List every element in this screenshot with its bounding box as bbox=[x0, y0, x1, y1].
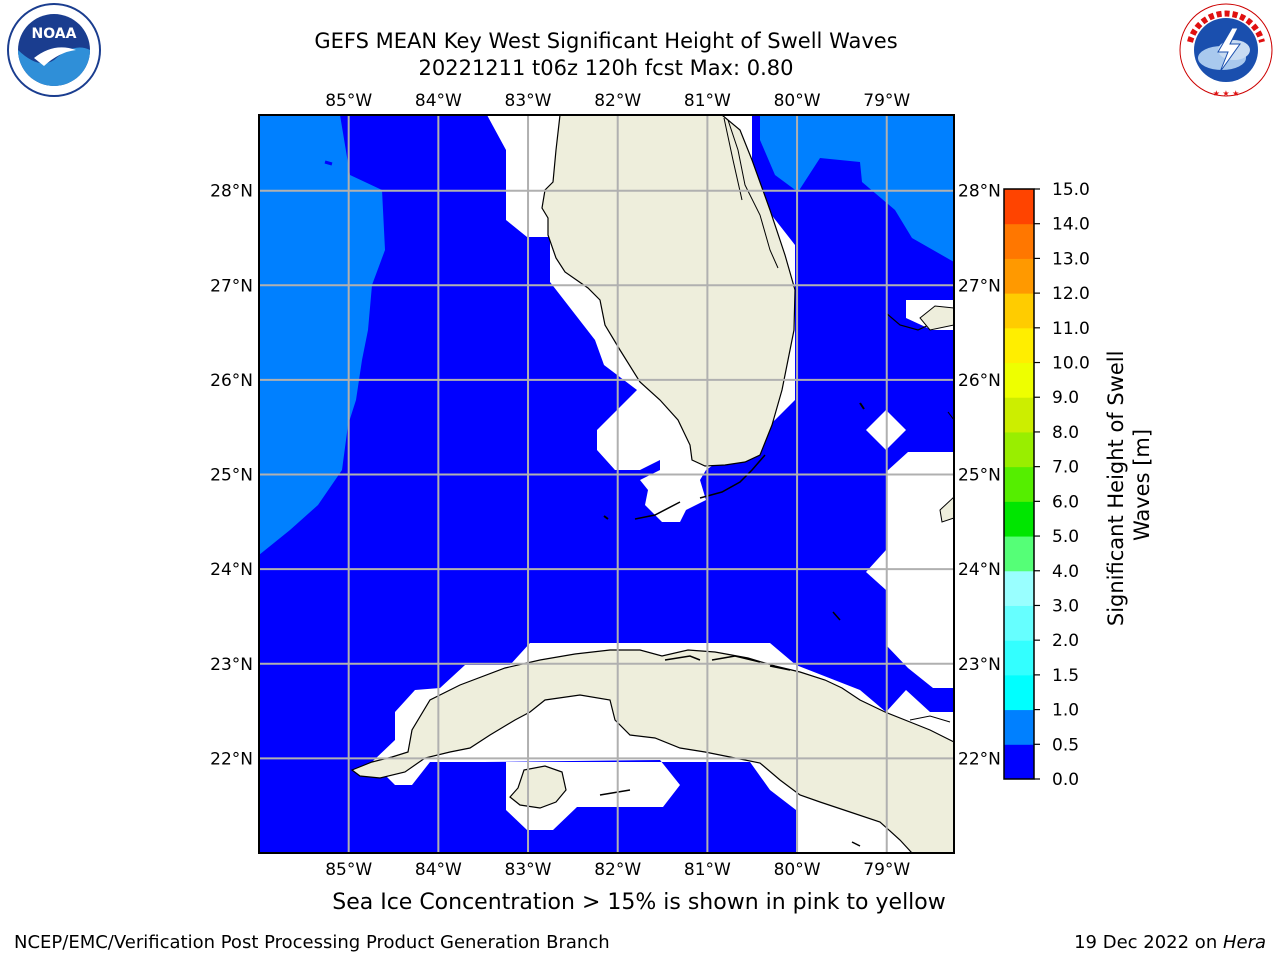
noaa-wordmark: NOAA bbox=[32, 26, 77, 42]
colorbar-segment bbox=[1004, 674, 1034, 711]
lat-label-left: 26°N bbox=[210, 371, 253, 391]
svg-text:★ ★ ★: ★ ★ ★ bbox=[1213, 89, 1240, 98]
colorbar-segment bbox=[1004, 570, 1034, 606]
colorbar-tick-label: 7.0 bbox=[1052, 458, 1079, 478]
colorbar-segment bbox=[1004, 362, 1034, 398]
colorbar-tick-label: 0.5 bbox=[1052, 735, 1079, 755]
colorbar-segment bbox=[1004, 189, 1034, 225]
lon-label-top: 83°W bbox=[505, 91, 552, 111]
lat-label-right: 26°N bbox=[958, 371, 1001, 391]
colorbar-tick-label: 15.0 bbox=[1052, 180, 1090, 200]
colorbar-tick-label: 10.0 bbox=[1052, 354, 1090, 374]
isle-of-youth bbox=[509, 765, 567, 809]
lon-label-top: 80°W bbox=[774, 91, 821, 111]
colorbar-segment bbox=[1004, 709, 1034, 745]
map-area bbox=[259, 115, 954, 853]
colorbar-tick-label: 12.0 bbox=[1052, 284, 1090, 304]
swell-band-0.5-1.0-west bbox=[259, 115, 385, 555]
lon-label-bottom: 84°W bbox=[415, 860, 462, 880]
lat-label-right: 25°N bbox=[958, 466, 1001, 486]
swell-band-0.5-1.0-east bbox=[760, 115, 954, 262]
lon-label-top: 81°W bbox=[684, 91, 731, 111]
colorbar-tick-label: 1.0 bbox=[1052, 701, 1079, 721]
lon-label-top: 85°W bbox=[325, 91, 372, 111]
footer-credit: NCEP/EMC/Verification Post Processing Pr… bbox=[14, 932, 610, 953]
colorbar-tick-label: 1.5 bbox=[1052, 666, 1079, 686]
colorbar-segment bbox=[1004, 466, 1034, 502]
colorbar-tick-label: 6.0 bbox=[1052, 492, 1079, 512]
lon-label-bottom: 81°W bbox=[684, 860, 731, 880]
colorbar-tick-label: 0.0 bbox=[1052, 770, 1079, 790]
colorbar-segment bbox=[1004, 431, 1034, 468]
lat-label-left: 25°N bbox=[210, 466, 253, 486]
nws-logo: ★ ★ ★ bbox=[1179, 3, 1273, 98]
colorbar-tick-label: 11.0 bbox=[1052, 319, 1090, 339]
lat-label-left: 23°N bbox=[210, 655, 253, 675]
lon-label-bottom: 82°W bbox=[594, 860, 641, 880]
florida-keys bbox=[699, 454, 766, 499]
colorbar-segment bbox=[1004, 258, 1034, 294]
lat-label-right: 28°N bbox=[958, 182, 1001, 202]
cuba-land bbox=[350, 649, 954, 853]
colorbar-segment bbox=[1004, 536, 1034, 572]
footer-date: 19 Dec 2022 on Hera bbox=[1074, 932, 1266, 953]
chart-title: GEFS MEAN Key West Significant Height of… bbox=[314, 29, 898, 53]
colorbar-tick-label: 14.0 bbox=[1052, 215, 1090, 235]
map-gridlines bbox=[259, 115, 954, 853]
colorbar-segment bbox=[1004, 640, 1034, 676]
footer-date-text: 19 Dec 2022 on bbox=[1074, 932, 1223, 953]
noaa-logo: NOAA bbox=[7, 3, 101, 97]
chart-subtitle: 20221211 t06z 120h fcst Max: 0.80 bbox=[418, 56, 794, 80]
colorbar-tick-label: 8.0 bbox=[1052, 423, 1079, 443]
lon-label-top: 82°W bbox=[594, 91, 641, 111]
lat-label-left: 28°N bbox=[210, 182, 253, 202]
colorbar-segment bbox=[1004, 501, 1034, 537]
colorbar-tick-label: 13.0 bbox=[1052, 249, 1090, 269]
colorbar-tick-label: 9.0 bbox=[1052, 388, 1079, 408]
colorbar-segment bbox=[1004, 605, 1034, 641]
map-frame bbox=[258, 114, 955, 854]
lon-label-top: 79°W bbox=[863, 91, 910, 111]
lat-label-left: 24°N bbox=[210, 560, 253, 580]
sea-ice-note: Sea Ice Concentration > 15% is shown in … bbox=[332, 890, 946, 915]
lon-label-bottom: 80°W bbox=[774, 860, 821, 880]
colorbar-frame bbox=[1003, 188, 1035, 780]
lon-label-bottom: 79°W bbox=[863, 860, 910, 880]
footer-machine: Hera bbox=[1222, 932, 1266, 953]
colorbar-segment bbox=[1004, 397, 1034, 433]
lat-label-right: 24°N bbox=[958, 560, 1001, 580]
lat-label-left: 27°N bbox=[210, 276, 253, 296]
colorbar-tick-label: 4.0 bbox=[1052, 562, 1079, 582]
colorbar-tick-label: 5.0 bbox=[1052, 527, 1079, 547]
lon-label-bottom: 83°W bbox=[505, 860, 552, 880]
lat-label-right: 27°N bbox=[958, 276, 1001, 296]
lon-label-top: 84°W bbox=[415, 91, 462, 111]
florida-land bbox=[541, 115, 796, 467]
colorbar-segment bbox=[1004, 223, 1034, 259]
colorbar bbox=[1003, 188, 1040, 780]
colorbar-segment bbox=[1004, 327, 1034, 364]
lat-label-right: 23°N bbox=[958, 655, 1001, 675]
lon-label-bottom: 85°W bbox=[325, 860, 372, 880]
colorbar-segment bbox=[1004, 293, 1034, 329]
colorbar-tick-label: 2.0 bbox=[1052, 631, 1079, 651]
colorbar-segment bbox=[1004, 744, 1034, 780]
lat-label-right: 22°N bbox=[958, 749, 1001, 769]
colorbar-tick-label: 3.0 bbox=[1052, 596, 1079, 616]
colorbar-label: Significant Height of Swell Waves [m] bbox=[1104, 344, 1154, 626]
lat-label-left: 22°N bbox=[210, 749, 253, 769]
